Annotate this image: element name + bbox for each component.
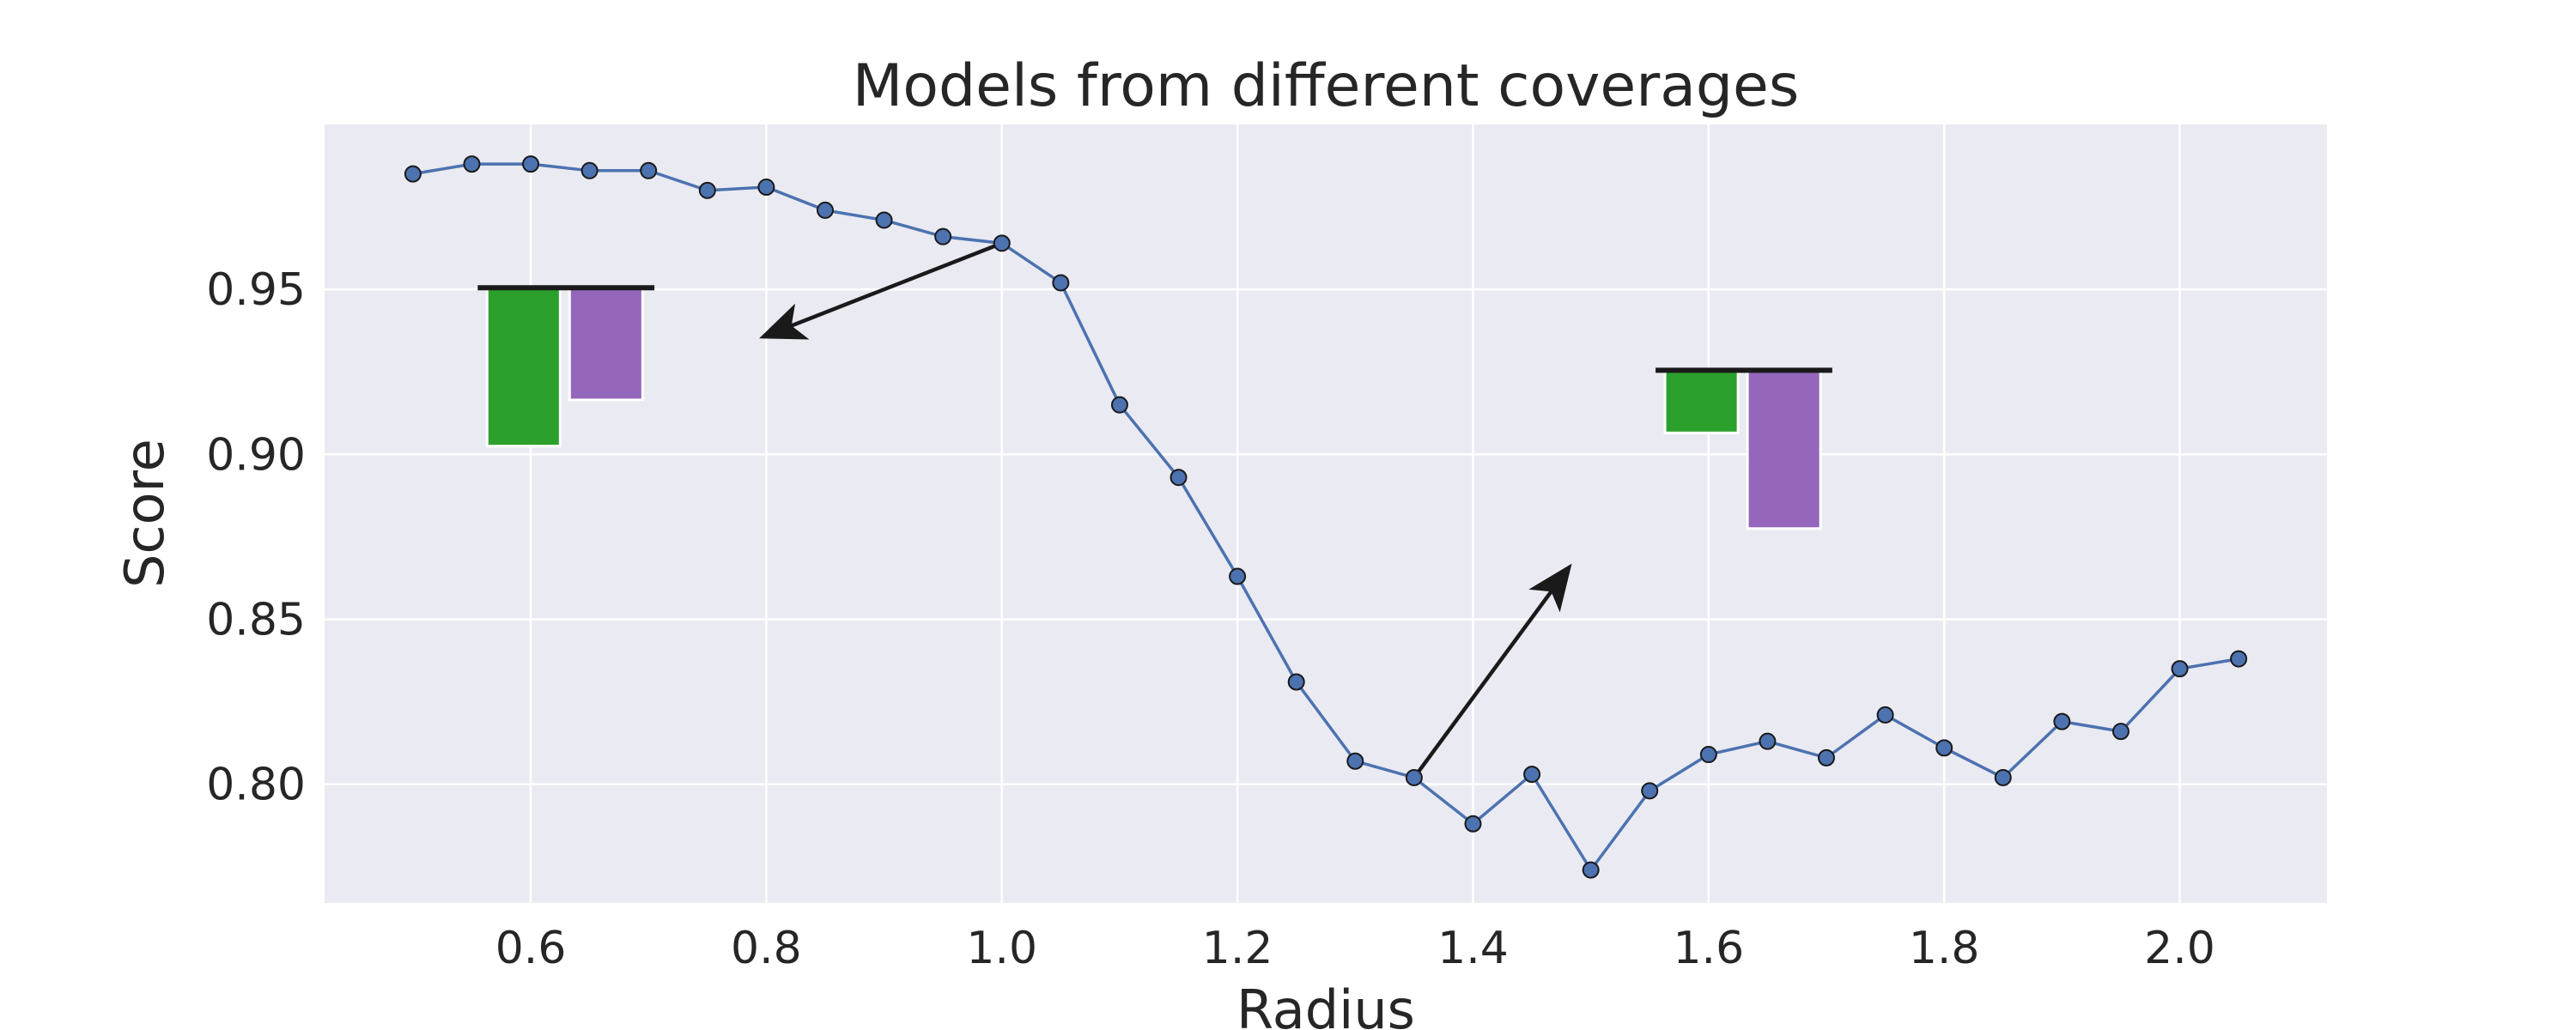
- data-point: [817, 201, 834, 219]
- data-point: [1464, 815, 1482, 833]
- data-point: [2230, 650, 2248, 668]
- y-tick-label: 0.80: [206, 760, 306, 811]
- inset-bars: [477, 285, 1832, 530]
- chart-title: Models from different coverages: [853, 52, 1800, 120]
- data-point: [1818, 748, 1835, 766]
- y-tick-label: 0.90: [206, 429, 306, 481]
- data-point: [1346, 752, 1364, 770]
- data-point: [757, 179, 775, 197]
- data-point: [1641, 782, 1659, 800]
- x-tick-label: 1.4: [1437, 923, 1509, 974]
- data-point: [875, 211, 893, 229]
- y-tick-label: 0.95: [206, 264, 306, 316]
- inset-bar: [568, 286, 644, 402]
- data-point: [1935, 739, 1953, 757]
- data-point: [1759, 732, 1777, 750]
- data-point: [1582, 861, 1600, 879]
- annotation-arrows: [759, 241, 1572, 779]
- x-tick-label: 0.6: [495, 923, 567, 974]
- x-tick-label: 1.2: [1202, 923, 1273, 974]
- data-point: [1405, 768, 1423, 786]
- data-point: [1170, 469, 1188, 487]
- plot-background: [325, 124, 2327, 903]
- inset-bar: [485, 286, 562, 448]
- data-point: [934, 227, 952, 245]
- x-tick-label: 1.8: [1909, 923, 1980, 974]
- data-point: [580, 161, 598, 179]
- data-point: [522, 155, 540, 173]
- y-tick-labels: 0.80 0.85 0.90 0.95: [206, 264, 306, 810]
- data-point: [1229, 567, 1247, 585]
- series-line: [412, 162, 2239, 873]
- data-point: [1994, 768, 2012, 786]
- data-point: [1287, 673, 1305, 691]
- data-point: [1699, 746, 1717, 764]
- data-point: [698, 181, 716, 199]
- data-point: [404, 165, 422, 183]
- x-tick-label: 0.8: [731, 923, 802, 974]
- series-layer: [404, 155, 2248, 879]
- annotation-arrow: [1413, 563, 1572, 779]
- y-axis-label: Score: [113, 439, 176, 588]
- data-point: [2171, 660, 2189, 678]
- data-point: [2111, 723, 2129, 741]
- data-point: [1876, 706, 1894, 724]
- data-point: [640, 161, 658, 179]
- x-tick-label: 2.0: [2144, 923, 2215, 974]
- annotation-arrow: [759, 241, 1003, 340]
- x-tick-label: 1.6: [1673, 923, 1744, 974]
- x-tick-labels: 0.6 0.8 1.0 1.2 1.4 1.6 1.8 2.0: [495, 923, 2215, 974]
- x-axis-label: Radius: [1236, 978, 1415, 1030]
- data-point: [463, 155, 481, 173]
- grid-lines: [325, 124, 2327, 903]
- data-point: [993, 234, 1011, 252]
- data-point: [1052, 274, 1070, 292]
- y-tick-label: 0.85: [206, 594, 306, 645]
- data-point: [2053, 712, 2071, 730]
- inset-bar: [1746, 368, 1822, 530]
- x-tick-label: 1.0: [966, 923, 1037, 974]
- data-point: [1110, 396, 1128, 414]
- inset-bar: [1663, 368, 1740, 434]
- data-point: [1523, 766, 1541, 784]
